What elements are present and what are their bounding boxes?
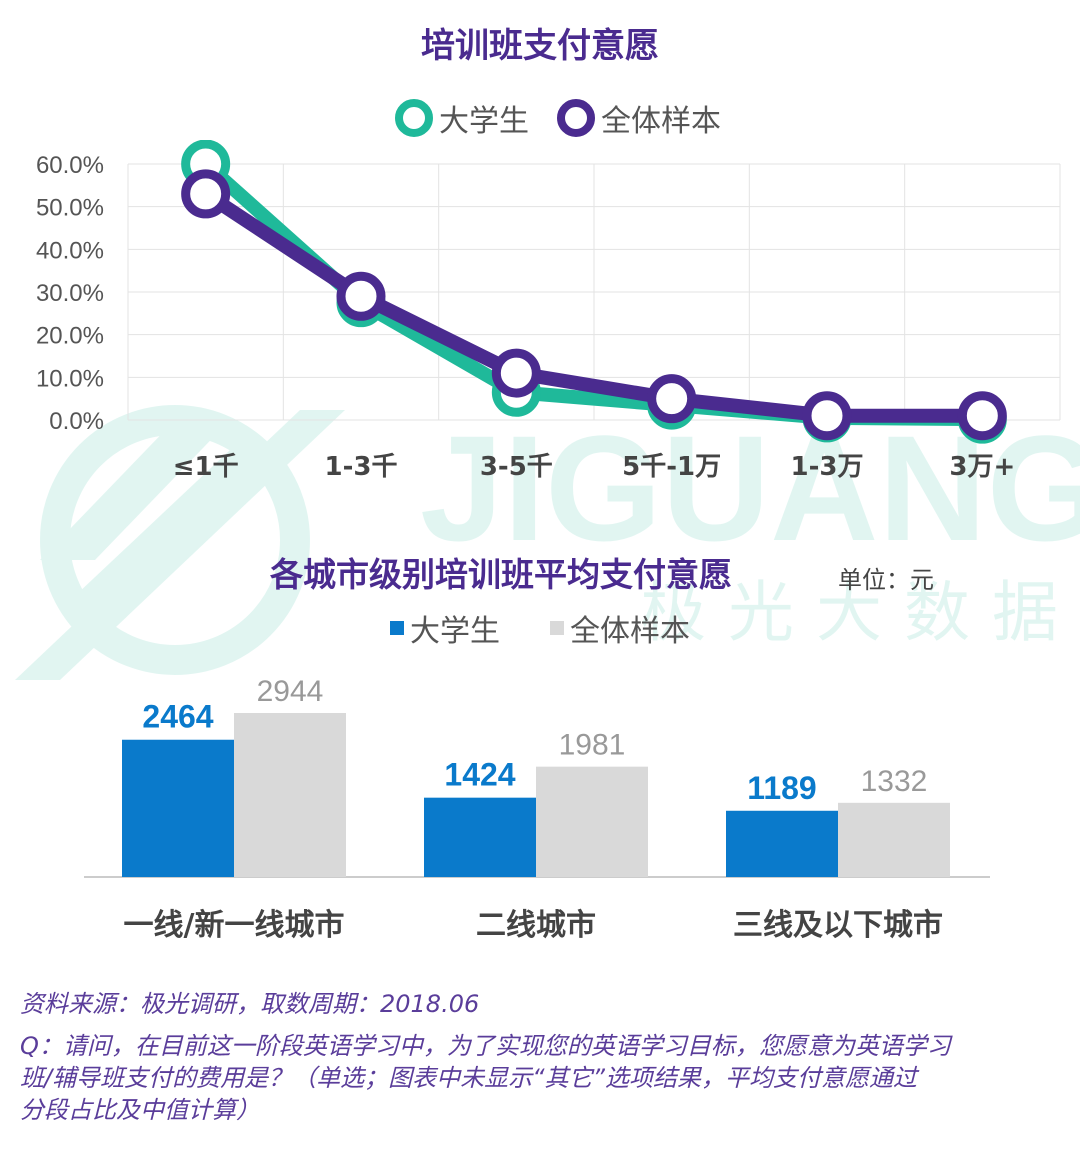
- bar-value-label: 1981: [559, 729, 626, 762]
- bar-0: [726, 810, 838, 877]
- y-tick-label: 40.0%: [36, 237, 104, 264]
- x-tick-label: 3万+: [949, 452, 1015, 482]
- y-tick-label: 20.0%: [36, 323, 104, 350]
- question-line-1: Q：请问，在目前这一阶段英语学习中，为了实现您的英语学习目标，您愿意为英语学习: [20, 1032, 951, 1060]
- x-tick-label: 1-3千: [325, 452, 398, 482]
- line-chart-title: 培训班支付意愿: [421, 26, 659, 66]
- y-tick-label: 60.0%: [36, 152, 104, 179]
- question-line-3: 分段占比及中值计算）: [20, 1096, 260, 1124]
- line-chart: 60.0% 50.0% 40.0% 30.0% 20.0% 10.0% 0.0% ≤1千 1-3…: [36, 140, 1061, 482]
- source-note: 资料来源：极光调研，取数周期：2018.06: [20, 990, 480, 1018]
- bar-1: [536, 766, 648, 877]
- bar-legend-swatch-all-icon: [550, 621, 564, 635]
- legend-label-all: 全体样本: [601, 104, 721, 139]
- y-tick-label: 50.0%: [36, 195, 104, 222]
- watermark-brand-cn: 极光大数据: [640, 574, 1080, 651]
- line-chart-legend: 大学生 全体样本: [395, 96, 749, 140]
- bar-value-label: 1189: [747, 770, 816, 806]
- bar-value-label: 2944: [257, 675, 324, 708]
- bar-legend-item-all: 全体样本: [550, 606, 690, 650]
- y-tick-label: 30.0%: [36, 280, 104, 307]
- data-point-1: [802, 391, 852, 441]
- question-line-2: 班/辅导班支付的费用是？（单选；图表中未显示“其它”选项结果，平均支付意愿通过: [20, 1064, 917, 1092]
- y-tick-label: 10.0%: [36, 365, 104, 392]
- bar-1: [234, 713, 346, 877]
- bar-legend-swatch-college-icon: [390, 621, 404, 635]
- x-tick-label: 5千-1万: [622, 452, 721, 482]
- data-point-1: [957, 391, 1007, 441]
- data-point-1: [181, 169, 231, 219]
- bar-category-label: 三线及以下城市: [733, 908, 943, 943]
- bar-chart-unit: 单位：元: [838, 566, 934, 594]
- data-point-1: [491, 348, 541, 398]
- bar-0: [122, 739, 234, 877]
- legend-marker-all-icon: [557, 99, 595, 137]
- bar-value-label: 1424: [444, 757, 515, 793]
- x-tick-label: ≤1千: [173, 452, 239, 482]
- bar-value-label: 1332: [861, 765, 928, 798]
- bar-chart: 2464 2944 一线/新一线城市 1424 1981 二线城市 1189 1332 三线及以…: [84, 675, 990, 943]
- bar-0: [424, 797, 536, 877]
- legend-item-all: 全体样本: [557, 96, 721, 140]
- bar-legend-label-all: 全体样本: [570, 614, 690, 649]
- bar-category-label: 一线/新一线城市: [124, 908, 345, 943]
- bar-1: [838, 802, 950, 877]
- legend-marker-college-icon: [395, 99, 433, 137]
- bar-category-label: 二线城市: [476, 908, 596, 943]
- bar-chart-title: 各城市级别培训班平均支付意愿: [270, 555, 732, 594]
- legend-item-college: 大学生: [395, 96, 529, 140]
- x-tick-label: 3-5千: [480, 452, 553, 482]
- legend-label-college: 大学生: [439, 104, 529, 139]
- x-tick-label: 1-3万: [791, 452, 864, 482]
- y-tick-label: 0.0%: [49, 408, 104, 435]
- bar-legend-label-college: 大学生: [410, 614, 500, 649]
- bar-chart-legend: 大学生 全体样本: [390, 606, 740, 650]
- series-line-1: [198, 186, 990, 423]
- bar-legend-item-college: 大学生: [390, 606, 500, 650]
- bar-value-label: 2464: [142, 699, 213, 735]
- data-point-1: [647, 374, 697, 424]
- data-point-1: [336, 271, 386, 321]
